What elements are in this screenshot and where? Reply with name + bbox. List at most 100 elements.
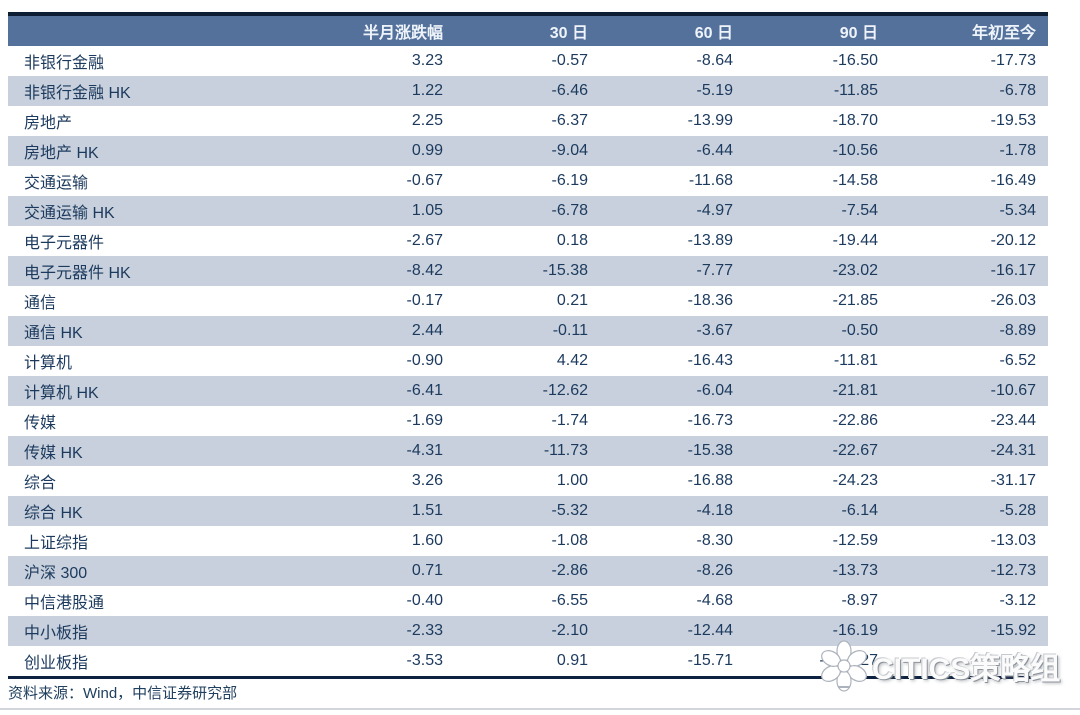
- value-cell: 0.21: [556, 292, 588, 309]
- value-cell: -4.97: [696, 202, 733, 219]
- value-cell: -8.26: [696, 562, 733, 579]
- row-label: 房地产: [24, 115, 73, 132]
- value-cell: 0.99: [411, 142, 443, 159]
- value-cell: -4.18: [696, 502, 733, 519]
- row-label: 中小板指: [24, 625, 89, 642]
- header-row: 半月涨跌幅 30 日 60 日 90 日年初至今: [8, 14, 1048, 46]
- source-note: 资料来源：Wind，中信证券研究部: [8, 685, 238, 702]
- value-cell: - 27: [819, 652, 878, 669]
- value-cell: -18.36: [687, 292, 733, 309]
- value-cell: -17.73: [990, 52, 1036, 69]
- row-label: 上证综指: [24, 535, 89, 552]
- value-cell: -13.99: [687, 112, 733, 129]
- value-cell: -0.40: [406, 592, 443, 609]
- value-cell: 1.22: [411, 82, 443, 99]
- value-cell: -0.90: [406, 352, 443, 369]
- value-cell: -6.04: [696, 382, 733, 399]
- table-row: 上证综指 1.60 -1.08 -8.30 -12.59 -13.03: [8, 526, 1048, 556]
- value-cell: -8.64: [696, 52, 733, 69]
- row-label: 电子元器件: [24, 235, 105, 252]
- value-cell: 0.91: [556, 652, 588, 669]
- row-label: 中信港股通: [24, 595, 105, 612]
- value-cell: -16.49: [990, 172, 1036, 189]
- value-cell: -6.78: [551, 202, 588, 219]
- value-cell: [890, 646, 1048, 678]
- row-label: 通信 HK: [24, 325, 83, 342]
- sector-performance-table: 半月涨跌幅 30 日 60 日 90 日年初至今 非银行金融 3.23 -0.57 -8.6…: [8, 12, 1048, 679]
- value-cell: -12.62: [542, 382, 588, 399]
- value-cell: -21.85: [832, 292, 878, 309]
- value-cell: -11.85: [833, 82, 878, 99]
- table-row: 综合 3.26 1.00 -16.88 -24.23 -31.17: [8, 466, 1048, 496]
- value-cell: 3.26: [411, 472, 443, 489]
- value-cell: 3.23: [411, 52, 443, 69]
- value-cell: -24.31: [990, 442, 1036, 459]
- value-cell: -23.02: [832, 262, 878, 279]
- row-label: 房地产 HK: [24, 145, 99, 162]
- value-cell: -15.71: [687, 652, 733, 669]
- value-cell: -11.73: [543, 442, 588, 459]
- value-cell: -22.67: [832, 442, 878, 459]
- value-cell: 4.42: [556, 352, 588, 369]
- value-cell: 2.44: [411, 322, 443, 339]
- value-cell: -16.17: [990, 262, 1036, 279]
- row-label: 综合: [24, 475, 57, 492]
- value-cell: -0.67: [406, 172, 443, 189]
- value-cell: -3.12: [999, 592, 1036, 609]
- value-cell: -4.31: [406, 442, 443, 459]
- value-cell: -6.78: [999, 82, 1036, 99]
- value-cell: -5.34: [999, 202, 1036, 219]
- value-cell: -11.68: [688, 172, 733, 189]
- value-cell: -11.81: [833, 352, 878, 369]
- value-cell: 2.25: [411, 112, 443, 129]
- value-cell: -4.68: [696, 592, 733, 609]
- value-cell: -22.86: [832, 412, 878, 429]
- corner-header-cell: [8, 14, 310, 46]
- value-cell: -0.17: [406, 292, 443, 309]
- table-row: 房地产 HK 0.99 -9.04 -6.44 -10.56 -1.78: [8, 136, 1048, 166]
- row-label: 创业板指: [24, 655, 89, 672]
- value-cell: -2.33: [406, 622, 443, 639]
- value-cell: 0.18: [556, 232, 588, 249]
- table-body: 非银行金融 3.23 -0.57 -8.64 -16.50 -17.73 非银行金融 HK 1…: [8, 46, 1048, 678]
- table-row: 沪深 300 0.71 -2.86 -8.26 -13.73 -12.73: [8, 556, 1048, 586]
- column-header: 30 日: [455, 14, 600, 46]
- sector-performance-table-wrap: 半月涨跌幅 30 日 60 日 90 日年初至今 非银行金融 3.23 -0.57 -8.6…: [8, 12, 1048, 679]
- value-cell: -26.03: [990, 292, 1036, 309]
- table-row: 计算机 HK -6.41 -12.62 -6.04 -21.81 -10.67: [8, 376, 1048, 406]
- value-cell: -16.73: [687, 412, 733, 429]
- table-row: 非银行金融 3.23 -0.57 -8.64 -16.50 -17.73: [8, 46, 1048, 76]
- column-header: 半月涨跌幅: [310, 14, 455, 46]
- value-cell: -1.08: [551, 532, 588, 549]
- value-cell: -6.37: [551, 112, 588, 129]
- value-cell: 0.71: [411, 562, 443, 579]
- value-cell: -8.97: [841, 592, 878, 609]
- table-row: 传媒 HK -4.31 -11.73 -15.38 -22.67 -24.31: [8, 436, 1048, 466]
- value-cell: -2.86: [551, 562, 588, 579]
- value-cell: -19.44: [832, 232, 878, 249]
- value-cell: -13.03: [990, 532, 1036, 549]
- value-cell: -12.73: [990, 562, 1036, 579]
- value-cell: 1.60: [411, 532, 443, 549]
- value-cell: -6.52: [999, 352, 1036, 369]
- row-label: 非银行金融: [24, 55, 105, 72]
- value-cell: -6.44: [696, 142, 733, 159]
- column-header: 90 日: [745, 14, 890, 46]
- table-row: 创业板指 -3.53 0.91 -15.71 - 27: [8, 646, 1048, 678]
- value-cell: -15.92: [990, 622, 1036, 639]
- table-row: 电子元器件 -2.67 0.18 -13.89 -19.44 -20.12: [8, 226, 1048, 256]
- value-cell: -3.67: [696, 322, 733, 339]
- value-cell: 1.05: [411, 202, 443, 219]
- value-cell: -10.67: [990, 382, 1036, 399]
- value-cell: -8.89: [999, 322, 1036, 339]
- value-cell: 1.00: [556, 472, 588, 489]
- table-row: 交通运输 -0.67 -6.19 -11.68 -14.58 -16.49: [8, 166, 1048, 196]
- value-cell: -6.46: [551, 82, 588, 99]
- value-cell: -5.28: [999, 502, 1036, 519]
- value-cell: -19.53: [990, 112, 1036, 129]
- value-cell: -16.88: [687, 472, 733, 489]
- value-cell: -12.59: [832, 532, 878, 549]
- value-cell: -13.73: [832, 562, 878, 579]
- value-cell: -0.11: [552, 322, 588, 339]
- value-cell: -6.41: [406, 382, 443, 399]
